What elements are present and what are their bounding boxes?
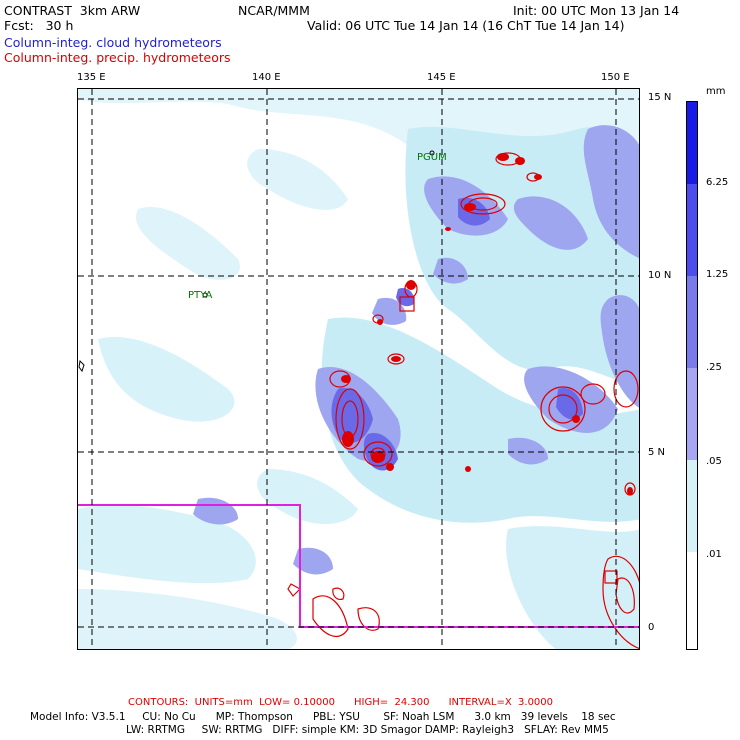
model-info-line2: LW: RRTMG SW: RRTMG DIFF: simple KM: 3D … — [126, 724, 609, 736]
legend-swatch-5 — [687, 552, 697, 649]
lat-label-eq: 0 — [648, 622, 655, 633]
lat-label-5n: 5 N — [648, 447, 666, 458]
lon-label-135: 135 E — [77, 72, 106, 83]
field-precip-label: Column-integ. precip. hydrometeors — [4, 50, 231, 65]
legend-level-0: 6.25 — [706, 177, 729, 188]
legend-unit: mm — [706, 86, 726, 97]
legend-swatch-2 — [687, 276, 697, 368]
model-info-line1: Model Info: V3.5.1 CU: No Cu MP: Thompso… — [30, 711, 616, 723]
legend-level-1: 1.25 — [706, 269, 729, 280]
island-outlines — [78, 150, 435, 373]
forecast-hour: Fcst: 30 h — [4, 18, 74, 33]
model-title: CONTRAST 3km ARW — [4, 3, 141, 18]
precip-cores — [341, 153, 633, 495]
lat-label-15n: 15 N — [648, 92, 672, 103]
legend-swatch-1 — [687, 184, 697, 276]
init-time: Init: 00 UTC Mon 13 Jan 14 — [513, 3, 680, 18]
legend-level-2: .25 — [706, 362, 722, 373]
legend-level-4: .01 — [706, 549, 722, 560]
lat-label-10n: 10 N — [648, 270, 672, 281]
field-cloud-label: Column-integ. cloud hydrometeors — [4, 35, 222, 50]
legend-swatch-3 — [687, 368, 697, 460]
legend-swatch-0 — [687, 102, 697, 184]
station-pgum: PGUM — [417, 152, 447, 163]
lat-lon-grid — [78, 89, 639, 649]
lon-label-150: 150 E — [601, 72, 630, 83]
contours-info: CONTOURS: UNITS=mm LOW= 0.10000 HIGH= 24… — [128, 697, 554, 708]
legend-colorbar — [686, 101, 698, 650]
station-ptya: PTYA — [188, 290, 213, 301]
org-label: NCAR/MMM — [238, 3, 310, 18]
map-canvas — [78, 89, 639, 649]
map-panel — [77, 88, 640, 650]
lon-label-145: 145 E — [427, 72, 456, 83]
valid-time: Valid: 06 UTC Tue 14 Jan 14 (16 ChT Tue … — [307, 18, 625, 33]
legend-swatch-4 — [687, 460, 697, 552]
lon-label-140: 140 E — [252, 72, 281, 83]
legend-level-3: .05 — [706, 456, 722, 467]
